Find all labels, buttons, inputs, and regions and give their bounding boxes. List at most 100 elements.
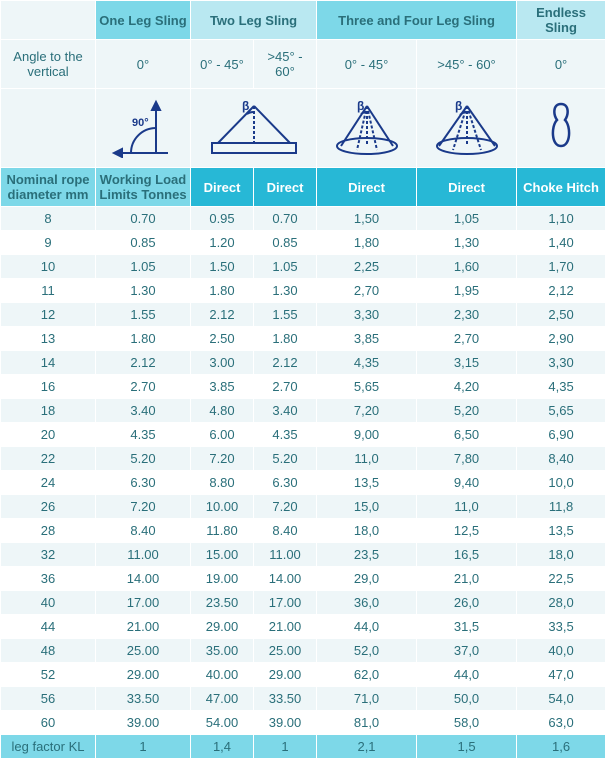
table-row: 90.851.200.851,801,301,40: [1, 231, 605, 255]
diameter-cell: 36: [1, 567, 96, 591]
table-row: 6039.0054.0039.0081,058,063,0: [1, 711, 605, 735]
value-cell: 23,5: [317, 543, 417, 567]
table-row: 3211.0015.0011.0023,516,518,0: [1, 543, 605, 567]
blank-corner: [1, 1, 96, 40]
diagram-row: 90° β: [1, 89, 605, 168]
diameter-cell: 10: [1, 255, 96, 279]
value-cell: 5,65: [317, 375, 417, 399]
value-cell: 21.00: [96, 615, 191, 639]
column-header-row: Nominal rope diameter mm Working Load Li…: [1, 168, 605, 207]
value-cell: 1,60: [417, 255, 517, 279]
value-cell: 0.85: [96, 231, 191, 255]
value-cell: 11.00: [254, 543, 317, 567]
value-cell: 3,85: [317, 327, 417, 351]
table-row: 4421.0029.0021.0044,031,533,5: [1, 615, 605, 639]
value-cell: 1,50: [317, 207, 417, 231]
value-cell: 19.00: [191, 567, 254, 591]
angle-tf-1: 0° - 45°: [317, 40, 417, 89]
wll-header: Working Load Limits Tonnes: [96, 168, 191, 207]
value-cell: 8.80: [191, 471, 254, 495]
diameter-cell: 9: [1, 231, 96, 255]
value-cell: 15,0: [317, 495, 417, 519]
value-cell: 3,30: [317, 303, 417, 327]
diameter-cell: 56: [1, 687, 96, 711]
value-cell: 39.00: [254, 711, 317, 735]
value-cell: 44,0: [417, 663, 517, 687]
angle-one-leg: 0°: [96, 40, 191, 89]
one-leg-diagram: 90°: [96, 89, 191, 168]
diameter-cell: 48: [1, 639, 96, 663]
value-cell: 7.20: [96, 495, 191, 519]
value-cell: 29.00: [254, 663, 317, 687]
value-cell: 2,70: [417, 327, 517, 351]
value-cell: 17.00: [254, 591, 317, 615]
value-cell: 1.55: [96, 303, 191, 327]
diameter-cell: 20: [1, 423, 96, 447]
value-cell: 1.50: [191, 255, 254, 279]
value-cell: 8.40: [96, 519, 191, 543]
direct-header-1: Direct: [191, 168, 254, 207]
angle-tf-2: >45° - 60°: [417, 40, 517, 89]
table-row: 5229.0040.0029.0062,044,047,0: [1, 663, 605, 687]
leg-factor-row: leg factor KL 1 1,4 1 2,1 1,5 1,6: [1, 735, 605, 759]
diameter-cell: 13: [1, 327, 96, 351]
value-cell: 2.50: [191, 327, 254, 351]
value-cell: 6.30: [254, 471, 317, 495]
value-cell: 6.00: [191, 423, 254, 447]
value-cell: 10.00: [191, 495, 254, 519]
value-cell: 14.00: [96, 567, 191, 591]
value-cell: 0.70: [96, 207, 191, 231]
value-cell: 17.00: [96, 591, 191, 615]
value-cell: 4.35: [96, 423, 191, 447]
value-cell: 1,10: [517, 207, 605, 231]
value-cell: 2.12: [191, 303, 254, 327]
angle-endless: 0°: [517, 40, 605, 89]
svg-text:β: β: [357, 99, 364, 113]
table-row: 267.2010.007.2015,011,011,8: [1, 495, 605, 519]
value-cell: 2,12: [517, 279, 605, 303]
table-row: 204.356.004.359,006,506,90: [1, 423, 605, 447]
value-cell: 21.00: [254, 615, 317, 639]
diameter-cell: 8: [1, 207, 96, 231]
leg-factor-1: 1,4: [191, 735, 254, 759]
direct-header-2: Direct: [254, 168, 317, 207]
value-cell: 1,05: [417, 207, 517, 231]
value-cell: 21,0: [417, 567, 517, 591]
diameter-cell: 44: [1, 615, 96, 639]
value-cell: 54.00: [191, 711, 254, 735]
diameter-cell: 11: [1, 279, 96, 303]
value-cell: 1.80: [191, 279, 254, 303]
value-cell: 11.00: [96, 543, 191, 567]
value-cell: 7.20: [254, 495, 317, 519]
value-cell: 81,0: [317, 711, 417, 735]
table-row: 111.301.801.302,701,952,12: [1, 279, 605, 303]
value-cell: 3,15: [417, 351, 517, 375]
value-cell: 5,65: [517, 399, 605, 423]
value-cell: 3,30: [517, 351, 605, 375]
svg-text:β: β: [455, 99, 462, 113]
value-cell: 40,0: [517, 639, 605, 663]
value-cell: 35.00: [191, 639, 254, 663]
diameter-cell: 24: [1, 471, 96, 495]
value-cell: 2.12: [254, 351, 317, 375]
value-cell: 31,5: [417, 615, 517, 639]
value-cell: 62,0: [317, 663, 417, 687]
value-cell: 18,0: [317, 519, 417, 543]
value-cell: 1.80: [254, 327, 317, 351]
value-cell: 5,20: [417, 399, 517, 423]
one-leg-header: One Leg Sling: [96, 1, 191, 40]
value-cell: 14.00: [254, 567, 317, 591]
value-cell: 6,90: [517, 423, 605, 447]
leg-factor-5: 1,6: [517, 735, 605, 759]
value-cell: 4,35: [317, 351, 417, 375]
svg-text:β: β: [242, 99, 249, 113]
value-cell: 37,0: [417, 639, 517, 663]
value-cell: 33,5: [517, 615, 605, 639]
diameter-cell: 40: [1, 591, 96, 615]
tf-diagram-1: β: [317, 89, 417, 168]
value-cell: 12,5: [417, 519, 517, 543]
two-leg-header: Two Leg Sling: [191, 1, 317, 40]
angle-row: Angle to the vertical 0° 0° - 45° >45° -…: [1, 40, 605, 89]
leg-factor-4: 1,5: [417, 735, 517, 759]
value-cell: 0.70: [254, 207, 317, 231]
